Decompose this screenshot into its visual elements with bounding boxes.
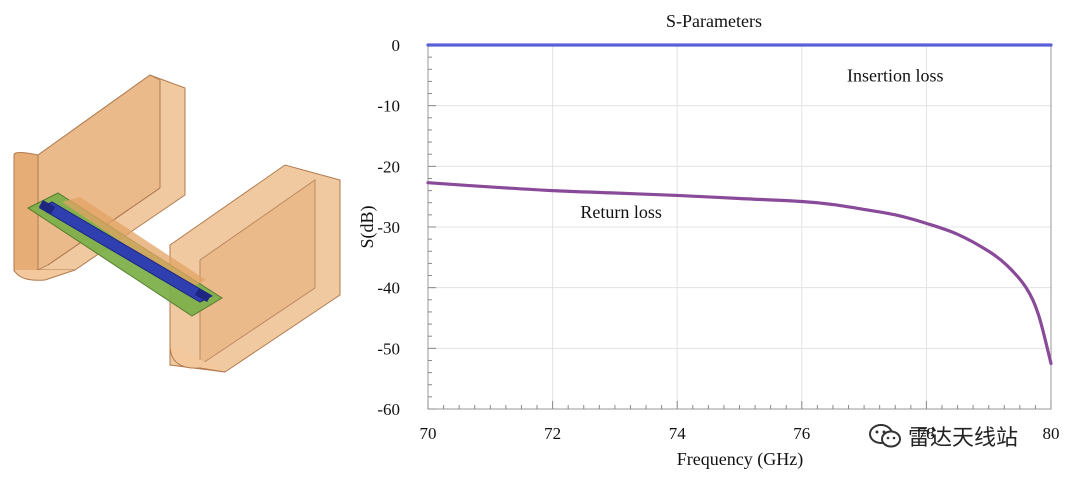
series-lines [426, 43, 1053, 366]
x-tick-label: 80 [1043, 424, 1060, 443]
watermark-text: 雷达天线站 [908, 426, 1019, 451]
y-tick-label: 0 [392, 36, 401, 55]
x-tick-label: 76 [793, 424, 810, 443]
x-tick-label: 72 [544, 424, 561, 443]
feed-port-right [194, 288, 212, 302]
annotations: Insertion loss Return loss [580, 65, 944, 222]
board-upper-layer [62, 197, 206, 288]
x-tick-label: 78 [918, 424, 935, 443]
y-tick-label: -50 [377, 339, 400, 358]
return-loss-line [426, 181, 1053, 366]
return-loss-annotation: Return loss [580, 202, 662, 222]
insertion-loss-annotation: Insertion loss [847, 65, 944, 85]
x-tick-label: 70 [420, 424, 437, 443]
y-tick-label: -40 [377, 279, 400, 298]
y-tick-label: -60 [377, 400, 400, 419]
grid [428, 45, 1051, 409]
y-tick-label: -30 [377, 218, 400, 237]
feed-port-left [38, 200, 56, 214]
x-axis-label: Frequency (GHz) [677, 449, 803, 470]
watermark: 雷达天线站 [868, 420, 1018, 452]
right-waveguide-block [169, 164, 341, 373]
waveguide-transition-model [13, 74, 341, 373]
x-tick-label: 74 [669, 424, 687, 443]
s-parameters-chart: S-Parameters 0-10-20-30-40-50-60 70 72 74 7… [357, 11, 1060, 470]
y-tick-label: -20 [377, 157, 400, 176]
y-tick-labels: 0 -10 -20 -30 -40 -50 -60 [377, 36, 400, 419]
chart-title: S-Parameters [666, 11, 762, 31]
y-tick-label: -10 [377, 97, 400, 116]
x-tick-labels: 70 72 74 76 78 80 [420, 424, 1060, 443]
wechat-icon [869, 424, 901, 448]
y-axis-label: S(dB) [357, 205, 378, 248]
